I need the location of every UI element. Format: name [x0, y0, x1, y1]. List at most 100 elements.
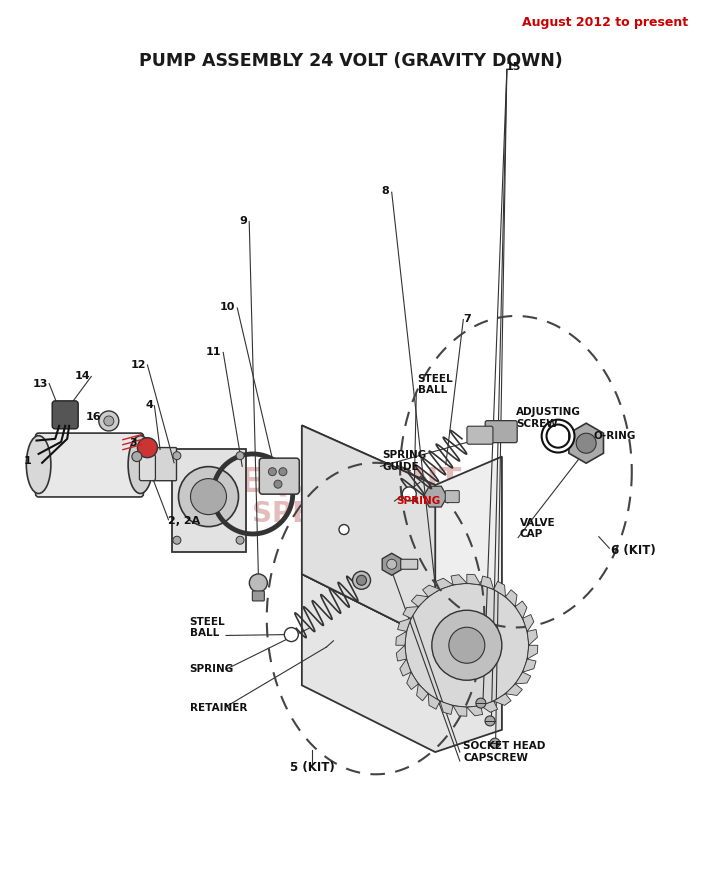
Text: SPRING: SPRING	[190, 664, 234, 675]
Circle shape	[190, 479, 227, 514]
Text: August 2012 to present: August 2012 to present	[522, 16, 688, 29]
Circle shape	[476, 698, 486, 708]
Polygon shape	[302, 574, 502, 752]
Polygon shape	[416, 684, 428, 700]
Text: 11: 11	[206, 346, 221, 357]
Polygon shape	[302, 425, 502, 641]
Text: 6 (KIT): 6 (KIT)	[611, 544, 656, 556]
Circle shape	[405, 583, 529, 708]
FancyBboxPatch shape	[401, 559, 418, 570]
Polygon shape	[515, 601, 527, 619]
Text: 14: 14	[74, 370, 90, 381]
Text: 15: 15	[505, 61, 521, 72]
Text: 1: 1	[24, 456, 32, 466]
Polygon shape	[523, 614, 534, 631]
Text: 4: 4	[145, 400, 153, 410]
Polygon shape	[382, 554, 402, 575]
Text: 5 (KIT): 5 (KIT)	[290, 761, 335, 773]
Text: 8: 8	[382, 186, 390, 197]
Text: 3: 3	[129, 438, 137, 449]
Polygon shape	[440, 701, 453, 715]
Text: PUMP ASSEMBLY 24 VOLT (GRAVITY DOWN): PUMP ASSEMBLY 24 VOLT (GRAVITY DOWN)	[139, 52, 563, 69]
Polygon shape	[436, 578, 453, 589]
Polygon shape	[494, 581, 505, 597]
Circle shape	[178, 466, 239, 527]
Polygon shape	[481, 701, 498, 712]
FancyBboxPatch shape	[52, 400, 78, 429]
Circle shape	[284, 627, 298, 642]
Circle shape	[99, 411, 119, 431]
Circle shape	[432, 611, 502, 680]
Text: 9: 9	[239, 215, 247, 226]
Polygon shape	[400, 659, 411, 676]
Circle shape	[279, 468, 287, 475]
FancyBboxPatch shape	[252, 591, 265, 601]
FancyBboxPatch shape	[259, 458, 299, 494]
Ellipse shape	[128, 435, 153, 493]
Circle shape	[402, 487, 416, 501]
Polygon shape	[505, 590, 517, 607]
Circle shape	[490, 738, 500, 748]
Text: 10: 10	[220, 302, 235, 312]
FancyBboxPatch shape	[467, 426, 493, 444]
Polygon shape	[403, 607, 418, 619]
Polygon shape	[411, 595, 428, 607]
Polygon shape	[515, 672, 531, 684]
Circle shape	[449, 627, 485, 663]
Text: EQUIPMENT: EQUIPMENT	[240, 465, 462, 499]
Polygon shape	[505, 684, 522, 695]
Polygon shape	[494, 693, 511, 706]
Polygon shape	[428, 693, 440, 709]
FancyBboxPatch shape	[140, 455, 155, 481]
Circle shape	[104, 416, 114, 426]
Polygon shape	[451, 575, 467, 585]
Polygon shape	[569, 424, 604, 463]
Polygon shape	[481, 576, 494, 589]
Text: RETAINER: RETAINER	[190, 702, 247, 713]
FancyBboxPatch shape	[172, 449, 246, 552]
Text: 7: 7	[463, 313, 471, 324]
Circle shape	[339, 524, 349, 535]
Polygon shape	[453, 706, 467, 716]
Polygon shape	[523, 659, 536, 672]
Text: SPRING: SPRING	[397, 496, 441, 506]
Circle shape	[138, 438, 157, 457]
Text: 13: 13	[32, 379, 48, 390]
Circle shape	[268, 468, 277, 475]
Text: SPRING
GUIDE: SPRING GUIDE	[383, 450, 427, 472]
Circle shape	[132, 451, 142, 462]
Text: 12: 12	[131, 360, 146, 370]
Circle shape	[357, 575, 366, 586]
Polygon shape	[423, 486, 447, 507]
Polygon shape	[302, 425, 435, 641]
Text: ADJUSTING
SCREW: ADJUSTING SCREW	[516, 408, 581, 429]
Circle shape	[249, 574, 267, 592]
Text: STEEL
BALL: STEEL BALL	[190, 617, 225, 638]
Circle shape	[274, 481, 282, 488]
Polygon shape	[467, 574, 481, 585]
Polygon shape	[397, 619, 411, 631]
Circle shape	[236, 452, 244, 459]
Circle shape	[352, 571, 371, 589]
Text: STEEL
BALL: STEEL BALL	[418, 374, 453, 395]
Polygon shape	[467, 706, 483, 716]
Polygon shape	[396, 631, 406, 645]
FancyBboxPatch shape	[445, 490, 459, 503]
Polygon shape	[396, 645, 406, 661]
Polygon shape	[527, 629, 538, 645]
Ellipse shape	[27, 435, 51, 493]
Text: SPECIALISTS: SPECIALISTS	[252, 500, 450, 529]
Text: SOCKET HEAD
CAPSCREW: SOCKET HEAD CAPSCREW	[463, 741, 545, 763]
Text: VALVE
CAP: VALVE CAP	[519, 518, 555, 539]
Circle shape	[387, 559, 397, 570]
Text: 16: 16	[86, 411, 102, 422]
FancyBboxPatch shape	[36, 433, 143, 497]
Circle shape	[173, 452, 181, 459]
Circle shape	[173, 537, 181, 544]
Circle shape	[576, 433, 596, 453]
Circle shape	[236, 537, 244, 544]
FancyBboxPatch shape	[152, 448, 176, 481]
Polygon shape	[527, 645, 538, 659]
Polygon shape	[423, 585, 440, 597]
FancyBboxPatch shape	[485, 421, 517, 442]
